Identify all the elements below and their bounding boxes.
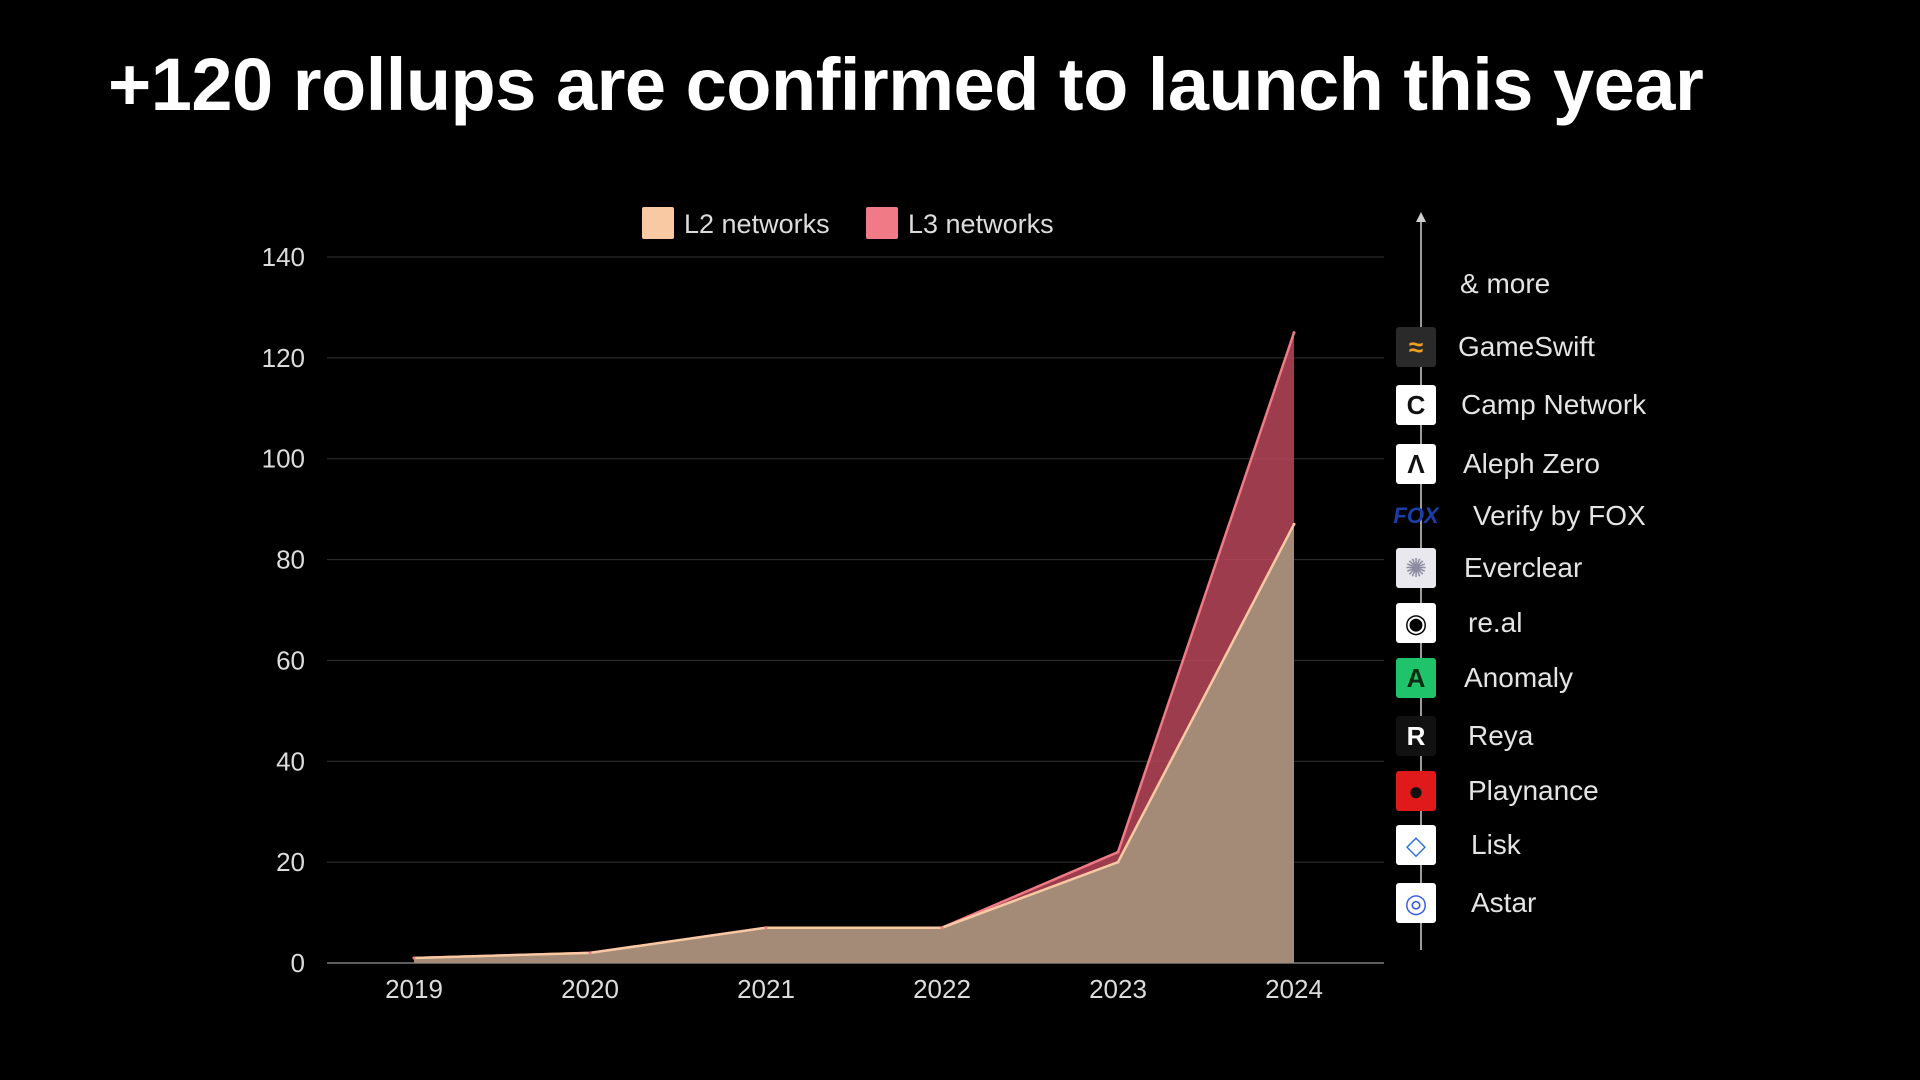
x-tick-label: 2023: [1089, 974, 1147, 1004]
x-tick-label: 2019: [385, 974, 443, 1004]
y-tick-label: 80: [276, 545, 305, 575]
series-line-l2-networks: [413, 523, 1296, 960]
fox-logo-icon: FOX: [1393, 503, 1439, 528]
rollup-item: ● Playnance: [1396, 769, 1599, 813]
rollup-name: re.al: [1468, 607, 1523, 638]
y-tick-label: 140: [262, 242, 305, 272]
camp-network-logo-icon: C: [1396, 385, 1436, 425]
page-title: +120 rollups are confirmed to launch thi…: [108, 43, 1704, 126]
y-tick-label: 60: [276, 645, 305, 675]
rollup-item: A Anomaly: [1396, 656, 1573, 700]
legend-swatch: [642, 207, 674, 239]
data-point-l2: [1116, 860, 1120, 864]
real-logo-icon: ◉: [1396, 603, 1436, 643]
reya-logo-icon: R: [1396, 716, 1436, 756]
data-point-l3: [588, 951, 592, 955]
x-tick-label: 2021: [737, 974, 795, 1004]
data-point-l3: [940, 926, 944, 930]
anomaly-logo-icon: A: [1396, 658, 1436, 698]
y-tick-label: 100: [262, 444, 305, 474]
rollup-item: Λ Aleph Zero: [1396, 442, 1600, 486]
aleph-zero-logo-icon: Λ: [1396, 444, 1436, 484]
timeline-arrow-icon: [1416, 212, 1426, 222]
data-point-l3: [1292, 331, 1296, 335]
rollup-item: ✺ Everclear: [1396, 546, 1582, 590]
y-tick-label: 40: [276, 746, 305, 776]
rollup-item: ≈ GameSwift: [1396, 325, 1595, 369]
legend-label: L3 networks: [908, 209, 1054, 239]
rollup-item: ◉ re.al: [1396, 601, 1522, 645]
rollup-name: Anomaly: [1464, 662, 1573, 693]
rollup-name: Verify by FOX: [1473, 500, 1646, 531]
rollup-name: Aleph Zero: [1463, 448, 1600, 479]
data-point-l2: [1292, 522, 1296, 526]
legend-swatch: [866, 207, 898, 239]
rollup-item: FOX Verify by FOX: [1393, 494, 1646, 538]
x-tick-label: 2024: [1265, 974, 1323, 1004]
x-tick-label: 2020: [561, 974, 619, 1004]
everclear-logo-icon: ✺: [1396, 548, 1436, 588]
rollup-item: C Camp Network: [1396, 383, 1646, 427]
y-tick-label: 120: [262, 343, 305, 373]
rollup-name: Camp Network: [1461, 389, 1647, 420]
legend-label: L2 networks: [684, 209, 830, 239]
rollup-name: Playnance: [1468, 775, 1599, 806]
x-tick-label: 2022: [913, 974, 971, 1004]
playnance-logo-icon: ●: [1396, 771, 1436, 811]
data-point-l3: [1116, 850, 1120, 854]
gameswift-logo-icon: ≈: [1396, 327, 1436, 367]
astar-logo-icon: ◎: [1396, 883, 1436, 923]
data-point-l3: [764, 926, 768, 930]
more-label: & more: [1460, 268, 1551, 299]
rollup-item: ◇ Lisk: [1396, 823, 1521, 867]
series-area-l2-networks: [414, 524, 1294, 963]
y-tick-label: 20: [276, 847, 305, 877]
rollup-item: R Reya: [1396, 714, 1533, 758]
lisk-logo-icon: ◇: [1396, 825, 1436, 865]
rollup-item: ◎ Astar: [1396, 881, 1536, 925]
data-point-l3: [412, 956, 416, 960]
rollup-name: Reya: [1468, 720, 1534, 751]
rollup-name: Astar: [1471, 887, 1537, 918]
rollup-name: GameSwift: [1458, 331, 1595, 362]
rollup-name: Everclear: [1464, 552, 1583, 583]
y-tick-label: 0: [291, 948, 305, 978]
rollup-name: Lisk: [1471, 829, 1521, 860]
